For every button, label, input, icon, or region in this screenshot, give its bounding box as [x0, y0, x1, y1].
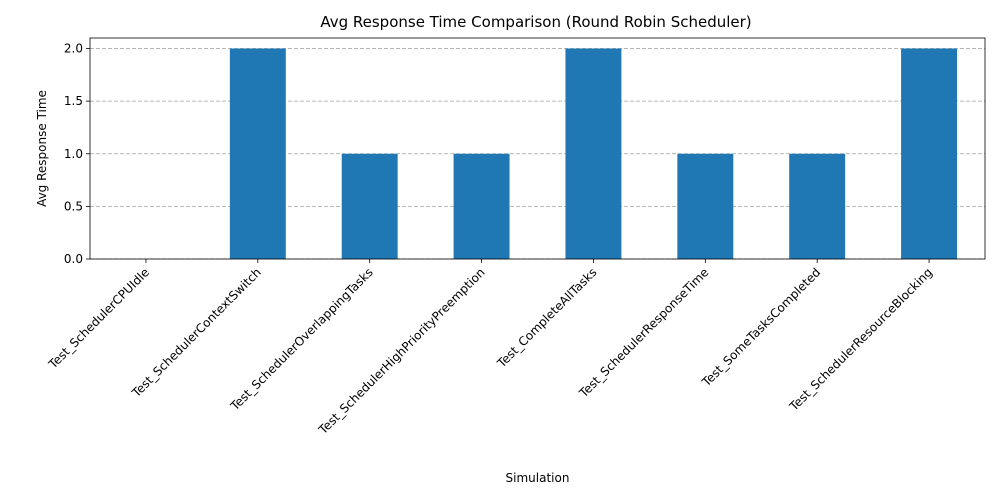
bar	[901, 48, 958, 260]
chart-title: Avg Response Time Comparison (Round Robi…	[320, 13, 751, 31]
bars	[229, 48, 958, 260]
x-tick-label: Test_SchedulerCPUIdle	[45, 265, 152, 372]
y-axis-label: Avg Response Time	[35, 90, 49, 207]
bar	[341, 153, 398, 259]
y-tick-label: 2.0	[64, 42, 83, 56]
plot-frame	[89, 37, 986, 260]
x-tick-label: Test_SchedulerContextSwitch	[129, 265, 264, 400]
bar	[789, 153, 846, 259]
y-tick-label: 0.5	[64, 199, 83, 213]
bar	[677, 153, 734, 259]
x-axis-label: Simulation	[506, 471, 570, 485]
bar	[565, 48, 622, 260]
x-tick-label: Test_SchedulerResponseTime	[576, 265, 712, 401]
bar	[453, 153, 510, 259]
x-axis-ticks: Test_SchedulerCPUIdleTest_SchedulerConte…	[45, 259, 935, 438]
x-tick-label: Test_CompleteAllTasks	[494, 265, 600, 371]
bar	[229, 48, 286, 260]
y-tick-label: 1.0	[64, 147, 83, 161]
y-axis-ticks: 0.0 0.5 1.0 1.5 2.0	[64, 42, 90, 266]
x-tick-label: Test_SomeTasksCompleted	[699, 265, 824, 390]
y-tick-label: 0.0	[64, 252, 83, 266]
grid-lines	[90, 48, 985, 260]
y-tick-label: 1.5	[64, 94, 83, 108]
